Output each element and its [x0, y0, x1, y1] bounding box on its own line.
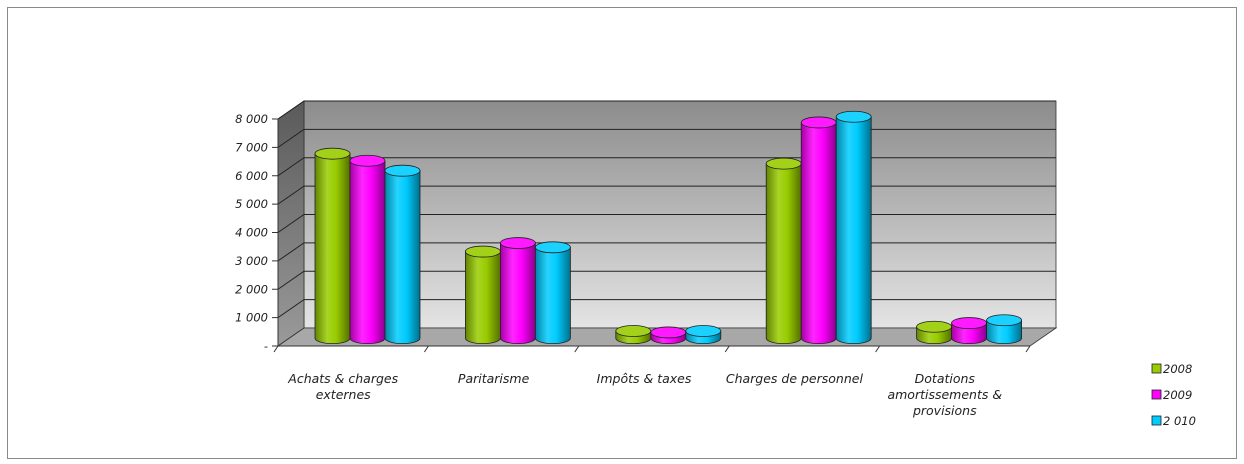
bar-2008-2 [615, 325, 652, 344]
bar-2009-0 [349, 154, 386, 344]
bar-2008-1 [464, 245, 501, 344]
y-tick-label: 6 000 [235, 169, 268, 183]
legend-swatch [1151, 415, 1162, 426]
bar-2009-4 [951, 317, 987, 344]
legend-swatch [1151, 363, 1162, 374]
y-tick-label: 1 000 [235, 311, 268, 325]
bar-2010-0 [384, 164, 421, 344]
bar-2010-2 [685, 325, 722, 344]
legend-label: 2009 [1163, 388, 1192, 402]
y-tick-label: 7 000 [235, 140, 268, 154]
x-tick-mark [875, 345, 881, 353]
bar-2009-2 [650, 326, 687, 344]
y-tick-label: 5 000 [235, 197, 268, 211]
x-tick-mark [273, 345, 279, 353]
y-tick-label: 3 000 [235, 254, 268, 268]
axes: - 1 000 2 000 3 000 4 000 5 000 6 000 7 000 8 00… [235, 112, 1031, 418]
y-tick-label: 2 000 [235, 282, 268, 296]
x-tick-mark [423, 345, 429, 353]
gridline [277, 100, 1056, 120]
x-category-label: Paritarisme [458, 371, 530, 386]
bar-2010-1 [535, 241, 571, 344]
legend: 2008 2009 2 010 [1151, 362, 1196, 428]
y-tick-label: 8 000 [235, 112, 268, 126]
bar-series [314, 110, 1022, 344]
x-category-label: Dotations amortissements & provisions [887, 371, 1002, 418]
legend-label: 2 010 [1163, 414, 1196, 428]
legend-swatch [1151, 389, 1162, 400]
x-category-label: Charges de personnel [726, 371, 864, 386]
x-tick-mark [1025, 345, 1031, 353]
x-tick-mark [724, 345, 730, 353]
x-category-label: Impôts & taxes [597, 371, 692, 386]
bar-2008-0 [314, 147, 351, 344]
x-category-label: Achats & charges externes [287, 371, 398, 402]
bar-2008-3 [765, 157, 802, 344]
bar-2009-1 [500, 237, 536, 344]
x-tick-mark [574, 345, 580, 353]
y-tick-label: - [264, 339, 268, 353]
bar-2009-3 [800, 116, 837, 344]
y-tick-label: 4 000 [235, 226, 268, 240]
bar-2008-4 [916, 320, 952, 344]
bar-2010-4 [986, 314, 1022, 344]
legend-label: 2008 [1163, 362, 1192, 376]
bar-2010-3 [835, 110, 872, 344]
